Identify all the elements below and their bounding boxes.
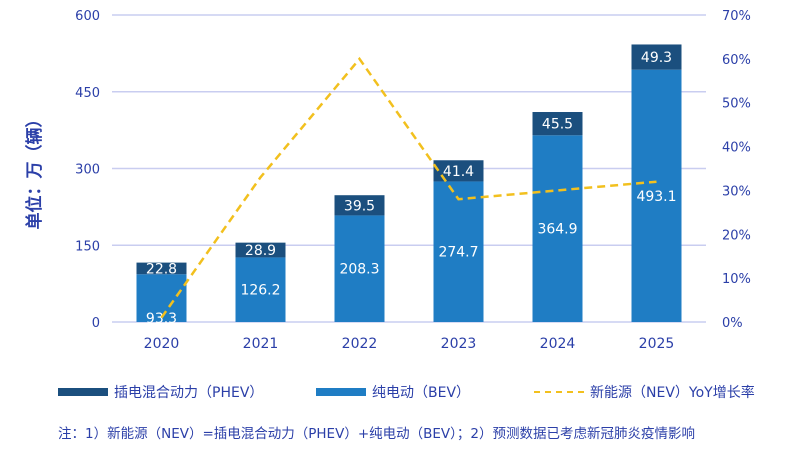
bar-phev: [433, 160, 484, 182]
y-tick-label: 0: [92, 316, 100, 331]
y2-tick-label: 50%: [722, 97, 751, 112]
legend-swatch-phev: [58, 388, 108, 396]
y-tick-label: 600: [75, 9, 100, 24]
y2-tick-label: 30%: [722, 184, 751, 199]
data-label-bev: 493.1: [636, 189, 676, 205]
legend-item-bev: 纯电动（BEV）: [316, 381, 470, 403]
x-tick-label: 2020: [144, 336, 180, 352]
data-label-bev: 364.9: [537, 222, 577, 238]
legend-item-nev: 新能源（NEV）YoY增长率: [534, 381, 755, 403]
y2-tick-label: 70%: [722, 9, 751, 24]
bar-phev: [136, 262, 187, 275]
y2-tick-label: 10%: [722, 272, 751, 287]
y-tick-label: 150: [75, 239, 100, 254]
legend-item-phev: 插电混合动力（PHEV）: [58, 381, 263, 403]
bar-bev: [334, 215, 385, 322]
bars: 93.3 22.8 126.2 28.9 208.3 39.5 274.7 41.4 364.9…: [136, 44, 682, 327]
bar-phev: [631, 44, 682, 70]
legend-label-nev: 新能源（NEV）YoY增长率: [590, 385, 755, 401]
x-tick-label: 2025: [639, 336, 675, 352]
data-label-bev: 208.3: [339, 262, 379, 278]
y2-tick-label: 40%: [722, 141, 751, 156]
bar-phev: [334, 195, 385, 216]
footnote: 注：1）新能源（NEV）=插电混合动力（PHEV）+纯电动（BEV）；2）预测数…: [58, 426, 695, 442]
y-axis-label: 单位：万（辆）: [24, 111, 45, 230]
data-label-bev: 93.3: [146, 311, 177, 327]
x-tick-label: 2021: [243, 336, 279, 352]
data-label-phev: 45.5: [542, 117, 573, 133]
x-tick-label: 2022: [342, 336, 378, 352]
bar-phev: [532, 112, 583, 136]
data-label-phev: 28.9: [245, 243, 276, 259]
bar-phev: [235, 242, 286, 258]
gridlines: [112, 14, 706, 323]
data-label-bev: 126.2: [240, 283, 280, 299]
y2-tick-label: 60%: [722, 53, 751, 68]
legend-label-bev: 纯电动（BEV）: [372, 385, 471, 401]
y2-tick-label: 0%: [722, 316, 743, 331]
right-axis-ticks: 0% 10% 20% 30% 40% 50% 60% 70%: [722, 9, 751, 331]
y-tick-label: 300: [75, 163, 100, 178]
legend-swatch-nev: [534, 391, 584, 393]
data-label-phev: 49.3: [641, 50, 672, 66]
x-tick-label: 2023: [441, 336, 477, 352]
legend-swatch-bev: [316, 388, 366, 396]
legend-label-phev: 插电混合动力（PHEV）: [114, 385, 264, 401]
x-tick-label: 2024: [540, 336, 576, 352]
data-label-phev: 41.4: [443, 164, 474, 180]
y-tick-label: 450: [75, 86, 100, 101]
legend: 插电混合动力（PHEV） 纯电动（BEV） 新能源（NEV）YoY增长率: [0, 381, 808, 403]
bar-bev: [235, 257, 286, 322]
left-axis-ticks: 0 150 300 450 600: [75, 9, 100, 331]
bar-bev: [433, 181, 484, 322]
data-label-bev: 274.7: [438, 245, 478, 261]
data-label-phev: 22.8: [146, 261, 177, 277]
yoy-growth-line: [160, 56, 657, 319]
data-label-phev: 39.5: [344, 198, 375, 214]
bar-bev: [532, 135, 583, 322]
y2-tick-label: 20%: [722, 228, 751, 243]
x-axis-ticks: 2020 2021 2022 2023 2024 2025: [144, 336, 675, 352]
bar-bev: [136, 274, 187, 322]
growth-line: [160, 56, 657, 319]
bar-bev: [631, 69, 682, 322]
